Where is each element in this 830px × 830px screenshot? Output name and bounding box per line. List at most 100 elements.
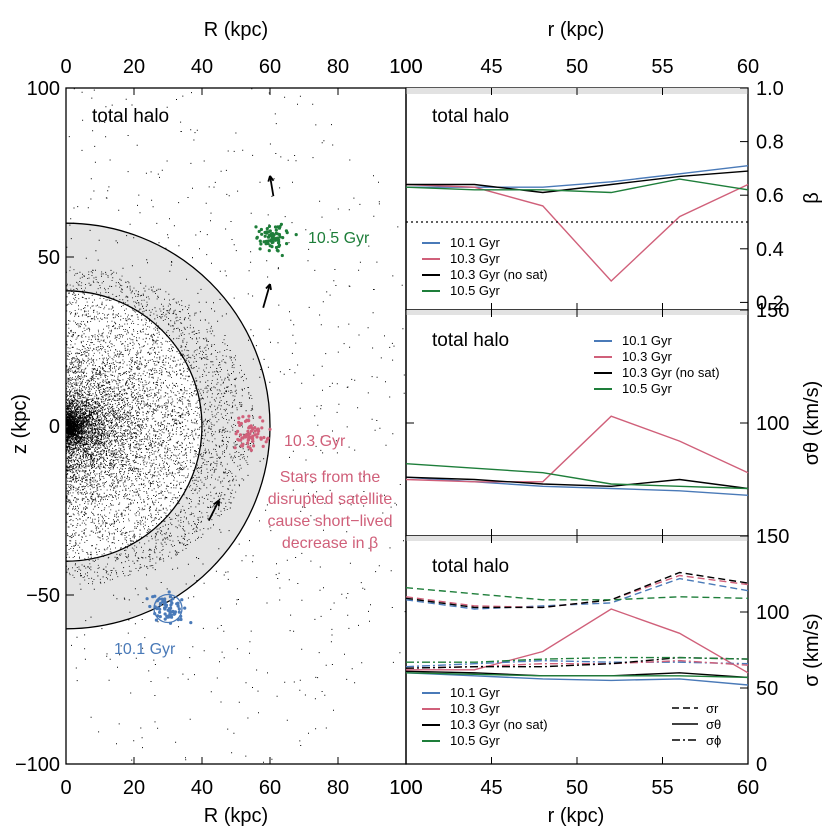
satellite-star-point	[167, 615, 171, 619]
satellite-star-point	[148, 604, 152, 609]
x-tick-label-top: 0	[60, 56, 71, 78]
x-tick-label: 50	[566, 777, 588, 799]
satellite-star-point	[246, 445, 250, 449]
x-tick-label-bottom: 100	[389, 777, 422, 799]
satellite-star-point	[158, 615, 162, 619]
satellite-highlight-ring	[153, 593, 183, 624]
motion-arrows	[207, 175, 275, 522]
satellite-star-point	[253, 429, 257, 433]
satellite-star-point	[240, 436, 244, 440]
linestyle-legend-entry: σθ	[672, 717, 721, 732]
x-tick-label-bottom: 40	[191, 777, 213, 799]
satellite-star-point	[281, 236, 285, 240]
satellite-star-point	[265, 437, 270, 441]
satellite-star-point	[270, 241, 274, 245]
satellite-star-point	[267, 249, 271, 253]
sigma-axis-ticks: 100 45 50 55 60 150 100 50 0	[389, 526, 789, 799]
satellite-star-point	[170, 601, 174, 605]
satellite-10-3-gyr	[233, 414, 272, 452]
satellite-star-point	[247, 419, 251, 423]
series-line-10-1-gyr-sigma-theta	[405, 672, 749, 686]
series-line-10-1-gyr-sigma-r	[405, 577, 749, 610]
legend-entry: 10.5 Gyr	[422, 733, 501, 748]
right-top-panel-beta: 100 45 50 55 601.0 0.8 0.6 0.4 0.2 total halo r …	[389, 19, 823, 314]
satellite-star-point	[277, 232, 281, 237]
x-tick-label: 100	[389, 56, 422, 78]
legend-entry: 10.3 Gyr (no sat)	[422, 267, 548, 282]
right-top-x-axis-label: r (kpc)	[548, 19, 605, 41]
legend-label: 10.1 Gyr	[450, 685, 501, 700]
legend-label: 10.3 Gyr	[450, 251, 501, 266]
satellite-star-point	[243, 419, 248, 423]
x-tick-label: 45	[480, 777, 502, 799]
sigma-series-lines	[405, 571, 749, 686]
satellite-star-point	[241, 415, 245, 419]
satellite-star-point	[171, 597, 175, 601]
satellite-star-point	[270, 245, 274, 249]
x-tick-label-bottom: 60	[259, 777, 281, 799]
satellite-star-point	[276, 225, 280, 229]
satellite-star-point	[177, 610, 181, 614]
series-line-10-3-gyr	[405, 415, 749, 483]
legend-label: 10.3 Gyr (no sat)	[450, 267, 548, 282]
satellite-star-point	[249, 424, 253, 428]
linestyle-legend-entry: σr	[672, 701, 719, 716]
satellite-star-point	[246, 441, 250, 445]
y-tick-label: 0.4	[756, 239, 784, 261]
satellite-10-1-gyr	[145, 590, 193, 625]
legend-label: 10.1 Gyr	[450, 235, 501, 250]
left-axis-ticks: 0 0 20 20 40 40 60 60 80 80 100 100 100 50 0 −50 −100	[15, 56, 423, 799]
x-tick-label: 100	[389, 777, 422, 799]
satellite-star-point	[243, 434, 247, 438]
shell-fill	[66, 223, 270, 629]
x-tick-label: 50	[566, 56, 588, 78]
y-tick-label: 0.6	[756, 185, 784, 207]
satellite-star-point	[155, 607, 159, 611]
satellite-star-point	[255, 235, 259, 239]
x-tick-label-top: 100	[389, 56, 422, 78]
satellite-star-point	[248, 432, 252, 436]
series-line-10-3-gyr-sigma-theta	[406, 608, 749, 674]
y-tick-label: 150	[756, 300, 789, 322]
legend-entry: 10.1 Gyr	[422, 235, 501, 250]
arrow-head	[265, 283, 272, 291]
series-line-10-3-gyr	[405, 183, 749, 282]
satellite-star-point	[257, 429, 261, 433]
left-bottom-x-axis-label: R (kpc)	[204, 805, 268, 827]
satellite-star-point	[280, 253, 284, 258]
satellite-star-point	[237, 416, 241, 420]
sigma-theta-axis-ticks: 150 100	[405, 300, 789, 536]
satellite-star-point	[158, 610, 162, 614]
satellite-10-5-gyr	[254, 222, 298, 258]
legend-label: 10.3 Gyr (no sat)	[450, 717, 548, 732]
legend-label: 10.3 Gyr (no sat)	[622, 365, 720, 380]
x-tick-label-top: 40	[191, 56, 213, 78]
satellite-star-point	[153, 594, 157, 598]
left-y-axis-label: z (kpc)	[9, 394, 31, 454]
satellite-star-point	[263, 234, 267, 238]
motion-arrow	[207, 499, 220, 522]
legend-label: 10.5 Gyr	[450, 283, 501, 298]
legend-label: 10.3 Gyr	[450, 701, 501, 716]
satellite-star-point	[260, 232, 264, 236]
satellite-star-point	[237, 420, 241, 424]
motion-arrow	[262, 283, 272, 308]
satellite-star-point	[275, 237, 279, 242]
series-line-10-3-gyr-no-sat-	[406, 170, 749, 194]
series-line-10-3-gyr-no-sat-	[405, 476, 749, 490]
series-line-10-3-gyr-sigma-phi	[405, 659, 749, 669]
satellite-star-point	[164, 605, 168, 609]
satellite-star-point	[262, 240, 266, 244]
x-tick-label-top: 80	[327, 56, 349, 78]
satellite-star-point	[176, 604, 180, 608]
arrow-shaft	[207, 499, 220, 522]
y-tick-label: −50	[26, 585, 60, 607]
satellite-star-point	[233, 446, 237, 450]
legend-label: 10.3 Gyr	[622, 349, 673, 364]
legend-entry: 10.3 Gyr	[594, 349, 673, 364]
satellite-star-point	[252, 444, 256, 448]
y-tick-label: 50	[38, 247, 60, 269]
